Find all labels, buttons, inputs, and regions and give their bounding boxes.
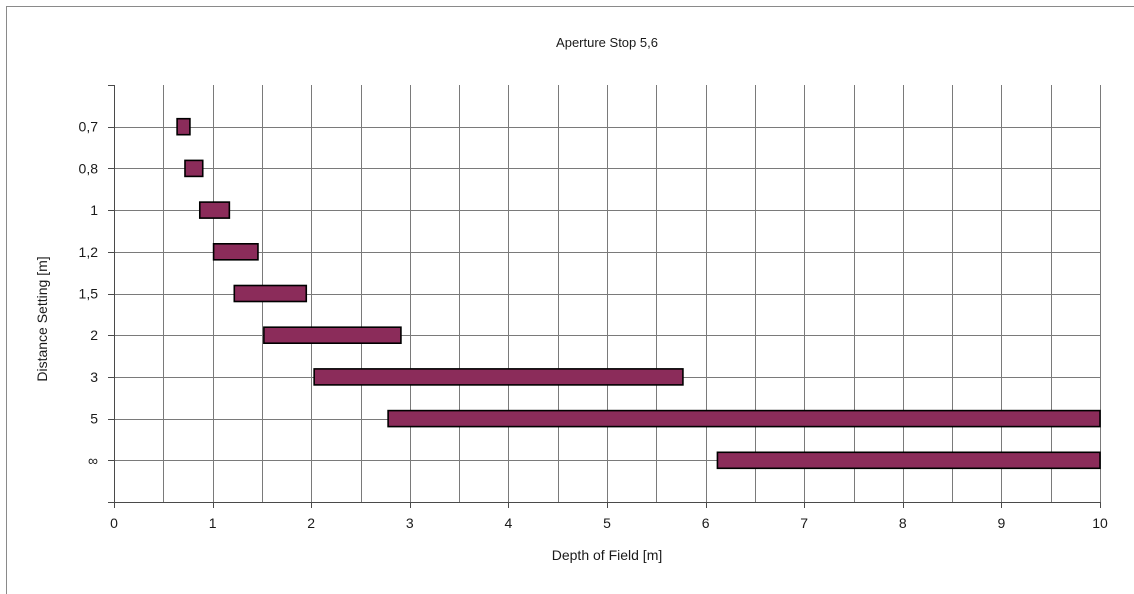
- axes: [108, 85, 1101, 508]
- x-tick-label: 9: [998, 515, 1006, 531]
- y-axis-title: Distance Setting [m]: [34, 256, 50, 381]
- x-axis-title: Depth of Field [m]: [552, 547, 663, 563]
- x-tick-label: 0: [110, 515, 118, 531]
- range-bar: [233, 284, 308, 303]
- y-tick-label: 0,8: [79, 160, 99, 176]
- x-tick-label: 6: [702, 515, 710, 531]
- range-bar: [184, 159, 204, 178]
- y-tick-label: 0,7: [79, 119, 99, 135]
- range-bar: [176, 117, 191, 136]
- x-tick-label: 4: [505, 515, 513, 531]
- y-tick-label: 3: [90, 369, 98, 385]
- y-tick-label: 1: [90, 202, 98, 218]
- y-tick-label: 1,2: [79, 244, 99, 260]
- range-bar: [387, 409, 1101, 428]
- range-bar: [716, 451, 1101, 470]
- x-tick-label: 5: [603, 515, 611, 531]
- x-tick-label: 10: [1092, 515, 1108, 531]
- x-tick-label: 1: [209, 515, 217, 531]
- x-tick-label: 8: [899, 515, 907, 531]
- tick-labels: 0,7 0,8 1 1,2 1,5 2 3 5 ∞ 0 1 2 3 4 5 6 7 8 9 10: [79, 119, 1108, 531]
- range-bar: [198, 201, 231, 219]
- x-tick-label: 3: [406, 515, 414, 531]
- y-tick-label: 2: [90, 327, 98, 343]
- chart-title: Aperture Stop 5,6: [556, 35, 658, 50]
- y-tick-label: ∞: [88, 452, 98, 468]
- bars: [176, 117, 1101, 470]
- range-bar: [212, 243, 259, 261]
- chart-frame: [6, 6, 1134, 594]
- y-tick-label: 1,5: [79, 286, 99, 302]
- y-tick-label: 5: [90, 411, 98, 427]
- range-bar: [313, 368, 684, 386]
- x-tick-label: 2: [307, 515, 315, 531]
- x-tick-label: 7: [800, 515, 808, 531]
- range-bar: [263, 326, 402, 345]
